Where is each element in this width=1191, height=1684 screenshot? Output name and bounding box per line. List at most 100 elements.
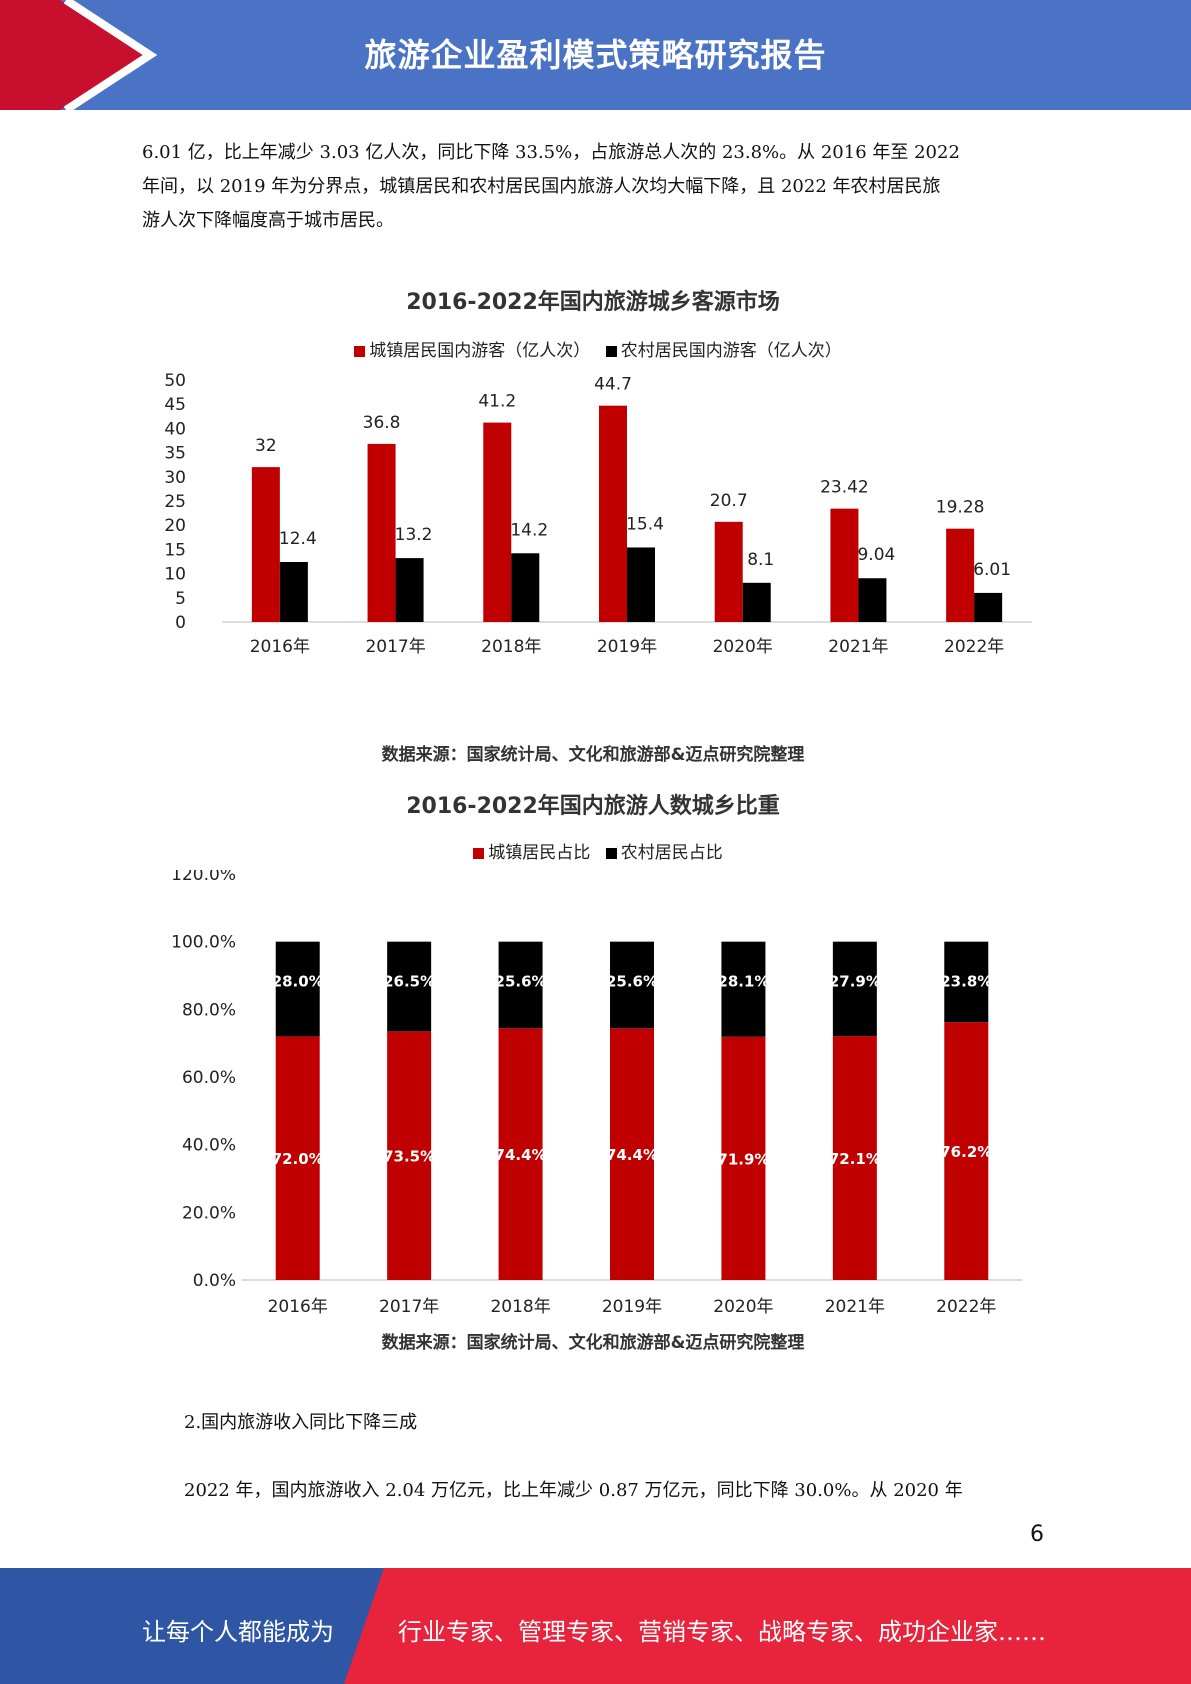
data-label: 71.9%: [717, 1150, 769, 1168]
report-title: 旅游企业盈利模式策略研究报告: [364, 36, 827, 74]
y-tick-label: 0.0%: [193, 1271, 236, 1291]
section-heading: 2.国内旅游收入同比下降三成: [184, 1412, 418, 1433]
bar-rural: [395, 558, 424, 622]
data-label: 6.01: [973, 560, 1011, 580]
bar-urban-share: [610, 1028, 654, 1280]
y-tick-label: 5: [175, 589, 186, 609]
x-tick-label: 2016年: [250, 637, 310, 657]
x-tick-label: 2020年: [713, 1297, 773, 1317]
chart-1-source: 数据来源：国家统计局、文化和旅游部&迈点研究院整理: [381, 745, 805, 765]
y-tick-label: 100.0%: [171, 933, 236, 953]
data-label: 13.2: [395, 525, 433, 545]
bar-rural: [279, 561, 308, 622]
y-tick-label: 10: [164, 565, 186, 585]
data-label: 41.2: [478, 392, 516, 412]
chart-1-plot: 0 5 10 15 20 25 30 35 40 45 50 32 12.4 2016年 36.8 13.2 2…: [164, 371, 1032, 657]
page-header: 旅游企业盈利模式策略研究报告: [0, 0, 1191, 110]
bar-urban: [599, 405, 627, 622]
data-label: 28.1%: [717, 973, 769, 991]
bar-urban-share: [387, 1031, 432, 1280]
x-tick-label: 2022年: [944, 637, 1004, 657]
x-tick-label: 2018年: [481, 637, 541, 657]
bar-urban: [483, 422, 512, 622]
bar-urban-share: [832, 1036, 877, 1280]
legend-swatch-rural-share: [605, 847, 617, 859]
data-label: 9.04: [857, 545, 895, 565]
bar-rural: [858, 578, 887, 622]
y-tick-label: 45: [164, 395, 186, 415]
bar-rural-share: [832, 941, 877, 1037]
data-label: 12.4: [279, 529, 317, 549]
x-tick-label: 2019年: [602, 1297, 662, 1317]
data-label: 27.9%: [829, 973, 881, 991]
data-label: 26.5%: [383, 973, 435, 991]
data-label: 23.42: [820, 478, 869, 498]
legend-label-urban: 城镇居民国内游客（亿人次）: [369, 341, 591, 361]
x-tick-label: 2022年: [936, 1297, 996, 1317]
chart-1-title: 2016-2022年国内旅游城乡客源市场: [406, 290, 780, 315]
data-label: 73.5%: [383, 1148, 435, 1166]
data-label: 23.8%: [940, 973, 992, 991]
data-label: 15.4: [626, 514, 664, 534]
bar-urban-share: [721, 1036, 766, 1280]
x-tick-label: 2018年: [490, 1297, 550, 1317]
footer-slogan-right: 行业专家、管理专家、营销专家、战略专家、成功企业家……: [398, 1618, 1046, 1646]
bar-rural-share: [944, 941, 989, 1023]
y-tick-label: 35: [164, 444, 186, 464]
y-tick-label: 40: [164, 419, 186, 439]
bar-rural-share: [387, 941, 432, 1032]
y-tick-label: 0: [175, 613, 186, 633]
x-tick-label: 2017年: [365, 637, 425, 657]
legend-swatch-rural: [605, 345, 617, 357]
legend-label-rural: 农村居民国内游客（亿人次）: [620, 341, 842, 361]
bar-rural-share: [498, 941, 543, 1029]
x-tick-label: 2021年: [825, 1297, 885, 1317]
bar-rural-share: [275, 941, 320, 1037]
chart-2-container: 2016-2022年国内旅游人数城乡比重 城镇居民占比 农村居民占比 0.0% 2…: [142, 780, 1044, 1355]
data-label: 36.8: [363, 413, 401, 433]
y-tick-label: 40.0%: [182, 1136, 236, 1156]
data-label: 8.1: [747, 550, 774, 570]
bar-rural: [511, 553, 540, 622]
bar-rural-share: [721, 941, 766, 1037]
data-label: 76.2%: [940, 1143, 992, 1161]
bar-rural: [974, 592, 1003, 622]
y-tick-label: 15: [164, 540, 186, 560]
chart-2-source: 数据来源：国家统计局、文化和旅游部&迈点研究院整理: [381, 1333, 805, 1353]
x-tick-label: 2016年: [268, 1297, 328, 1317]
intro-line: 游人次下降幅度高于城市居民。: [142, 210, 394, 231]
y-tick-label: 120.0%: [171, 870, 236, 885]
bar-urban: [830, 508, 859, 622]
x-tick-label: 2021年: [828, 637, 888, 657]
data-label: 28.0%: [272, 973, 324, 991]
chart-1-container: 2016-2022年国内旅游城乡客源市场 城镇居民国内游客（亿人次） 农村居民国…: [142, 270, 1044, 770]
bar-urban: [714, 521, 743, 622]
x-tick-label: 2020年: [713, 637, 773, 657]
intro-paragraph: 6.01 亿，比上年减少 3.03 亿人次，同比下降 33.5%，占旅游总人次的…: [142, 136, 1062, 238]
y-tick-label: 30: [164, 468, 186, 488]
data-label: 72.0%: [272, 1150, 324, 1168]
y-tick-label: 60.0%: [182, 1068, 236, 1088]
data-label: 25.6%: [495, 973, 547, 991]
x-tick-label: 2019年: [597, 637, 657, 657]
bar-urban: [251, 467, 280, 622]
bar-urban-share: [498, 1028, 543, 1280]
legend-swatch-urban-share: [473, 847, 485, 859]
data-label: 74.4%: [606, 1146, 658, 1164]
data-label: 72.1%: [829, 1150, 881, 1168]
intro-line: 6.01 亿，比上年减少 3.03 亿人次，同比下降 33.5%，占旅游总人次的…: [142, 142, 960, 163]
footer-slogan-left: 让每个人都能成为: [142, 1618, 334, 1646]
bar-urban-share: [944, 1022, 989, 1280]
intro-line: 年间，以 2019 年为分界点，城镇居民和农村居民国内旅游人次均大幅下降，且 2…: [142, 176, 941, 197]
data-label: 74.4%: [495, 1146, 547, 1164]
data-label: 20.7: [710, 491, 748, 511]
chart-2-legend: 城镇居民占比 农村居民占比: [142, 838, 1044, 863]
y-tick-label: 80.0%: [182, 1000, 236, 1020]
bar-rural: [742, 582, 771, 622]
y-tick-label: 25: [164, 492, 186, 512]
legend-swatch-urban: [354, 345, 366, 357]
bar-rural: [627, 547, 655, 622]
data-label: 32: [255, 436, 277, 456]
data-label: 25.6%: [606, 973, 658, 991]
bar-urban: [946, 528, 975, 622]
